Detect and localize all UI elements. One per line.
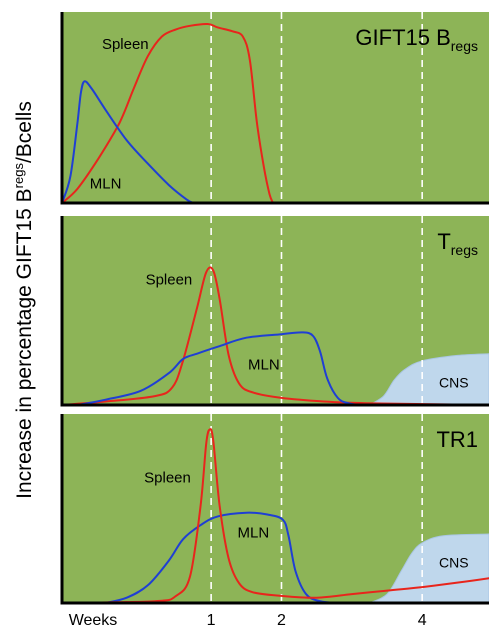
x-tick-label-1: 1	[207, 612, 216, 629]
panel-1: Spleen MLN GIFT15 Bregs	[60, 12, 489, 205]
mln-label: MLN	[248, 357, 280, 374]
mln-line	[104, 511, 339, 604]
mln-line	[61, 80, 195, 204]
panel-title-sub: regs	[451, 242, 478, 258]
mln-label: MLN	[90, 176, 122, 193]
mln-label: MLN	[238, 525, 270, 542]
x-axis-title: Weeks	[69, 612, 118, 629]
spleen-line	[61, 428, 489, 604]
cns-label: CNS	[439, 374, 469, 390]
spleen-label: Spleen	[146, 272, 193, 289]
panel-title-main: T	[437, 229, 450, 254]
mln-line	[76, 331, 360, 406]
panel-title-sub: regs	[451, 38, 478, 54]
panel-title: TR1	[436, 427, 478, 452]
spleen-line	[61, 266, 489, 406]
spleen-label: Spleen	[102, 36, 149, 53]
panel-background	[62, 12, 489, 203]
panel-title-main: TR1	[436, 427, 478, 452]
cns-label: CNS	[439, 555, 469, 571]
panel-title-main: GIFT15 B	[355, 25, 450, 50]
cns-area	[369, 533, 489, 604]
x-tick-label-4: 4	[418, 612, 427, 629]
spleen-line	[61, 22, 274, 204]
panel-3: CNS MLN Spleen TR1	[60, 414, 489, 605]
panel-title: GIFT15 Bregs	[355, 25, 478, 54]
spleen-label: Spleen	[144, 470, 191, 487]
panel-title: Tregs	[437, 229, 478, 258]
cns-area	[367, 353, 489, 406]
x-tick-label-2: 2	[277, 612, 286, 629]
panel-2: CNS Spleen MLN Tregs	[60, 216, 489, 407]
